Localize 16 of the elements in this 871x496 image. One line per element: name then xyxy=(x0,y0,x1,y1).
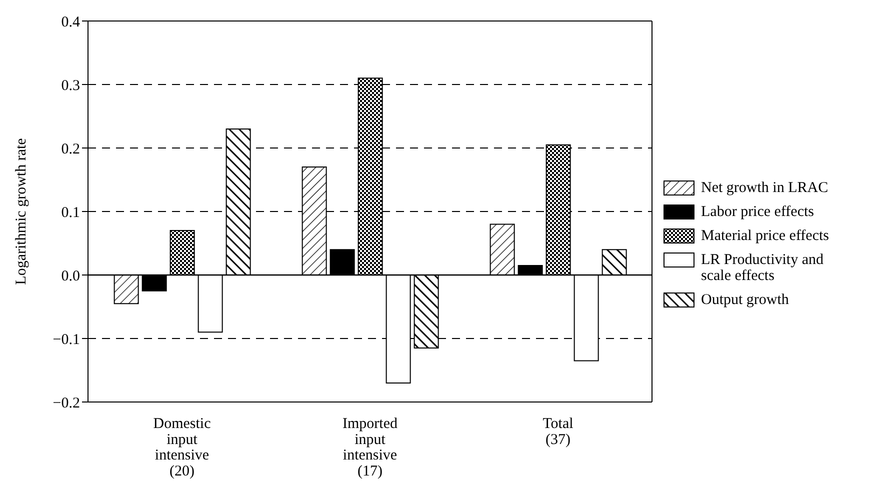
y-axis-title: Logarithmic growth rate xyxy=(13,138,30,285)
y-tick-label: 0.4 xyxy=(61,14,80,30)
x-tick-label: Domestic input intensive (20) xyxy=(153,416,212,480)
y-tick-label: −0.1 xyxy=(52,332,80,348)
y-tick-label: −0.2 xyxy=(52,395,80,412)
y-tick-label: 0.2 xyxy=(61,141,80,158)
legend-label: Material price effects xyxy=(701,228,829,244)
legend-label: Labor price effects xyxy=(701,204,814,220)
x-tick-label: Total (37) xyxy=(542,416,574,448)
y-tick-label: 0.0 xyxy=(61,268,80,284)
y-tick-label: 0.3 xyxy=(61,78,80,94)
legend-label: LR Productivity and scale effects xyxy=(701,252,824,284)
y-tick-label: 0.1 xyxy=(61,204,80,221)
legend-label: Net growth in LRAC xyxy=(701,180,828,196)
legend-label: Output growth xyxy=(701,292,789,308)
x-tick-label: Imported input intensive (17) xyxy=(342,416,398,480)
